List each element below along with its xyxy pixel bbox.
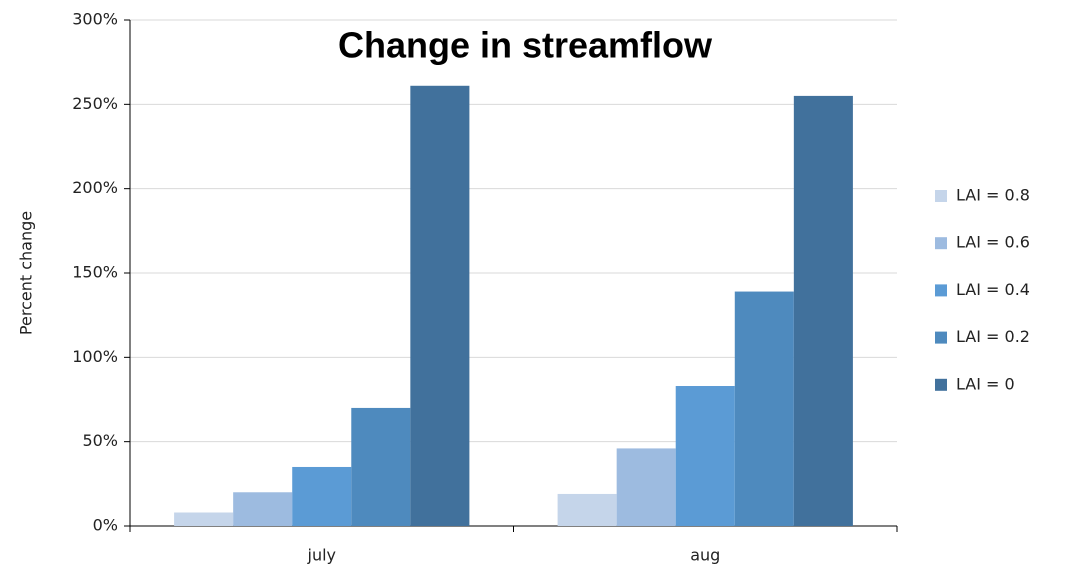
bar: [675, 386, 735, 526]
bar: [233, 492, 293, 526]
bar: [410, 85, 470, 526]
bar: [174, 512, 234, 526]
legend-swatch: [935, 284, 947, 297]
y-tick-label: 200%: [72, 178, 118, 197]
bar: [793, 95, 853, 527]
y-tick-label: 0%: [93, 516, 118, 535]
bar: [616, 448, 676, 526]
legend-label: LAI = 0.4: [956, 280, 1030, 299]
y-tick-label: 50%: [82, 431, 118, 450]
y-tick-label: 150%: [72, 263, 118, 282]
legend-label: LAI = 0.2: [956, 327, 1030, 346]
x-tick-label: july: [307, 546, 337, 565]
y-axis-label: Percent change: [17, 211, 36, 335]
legend-swatch: [935, 190, 947, 202]
y-tick-label: 300%: [72, 10, 118, 29]
y-tick-label: 250%: [72, 94, 118, 113]
legend-label: LAI = 0.6: [956, 233, 1030, 252]
x-tick-label: aug: [690, 546, 720, 565]
bar: [734, 291, 794, 526]
legend-swatch: [935, 331, 947, 344]
legend-swatch: [935, 237, 947, 250]
bar: [292, 466, 352, 526]
y-tick-label: 100%: [72, 347, 118, 366]
legend-swatch: [935, 378, 947, 391]
bar: [351, 407, 411, 526]
legend-label: LAI = 0.8: [956, 186, 1030, 205]
chart-title: Change in streamflow: [338, 25, 713, 66]
bar: [557, 493, 617, 526]
legend-label: LAI = 0: [956, 374, 1015, 393]
